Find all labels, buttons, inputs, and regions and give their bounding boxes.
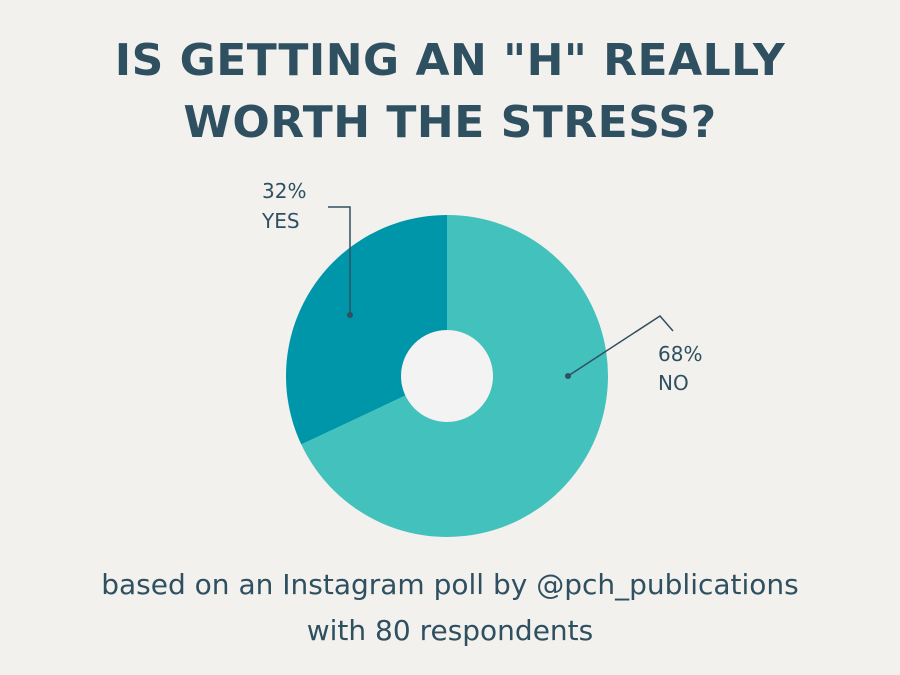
slice-name-yes: YES bbox=[261, 209, 300, 233]
slice-percent-yes: 32% bbox=[262, 179, 306, 203]
leader-line-yes bbox=[328, 206, 351, 315]
slice-percent-no: 68% bbox=[658, 342, 702, 366]
chart-title-line-2: WORTH THE STRESS? bbox=[183, 97, 717, 148]
leader-dot-yes bbox=[347, 312, 353, 318]
caption-line-1: based on an Instagram poll by @pch_publi… bbox=[101, 568, 799, 601]
leader-dot-no bbox=[565, 373, 571, 379]
slice-name-no: NO bbox=[658, 371, 689, 395]
donut-hole bbox=[401, 330, 493, 422]
slice-label-no: 68% NO bbox=[565, 315, 702, 395]
slice-label-yes: 32% YES bbox=[261, 179, 353, 318]
chart-title-line-1: IS GETTING AN "H" REALLY bbox=[114, 35, 786, 86]
caption-line-2: with 80 respondents bbox=[306, 614, 594, 647]
chart-caption: based on an Instagram poll by @pch_publi… bbox=[0, 562, 900, 654]
chart-title: IS GETTING AN "H" REALLY WORTH THE STRES… bbox=[0, 30, 900, 154]
leader-line-no bbox=[567, 315, 674, 377]
